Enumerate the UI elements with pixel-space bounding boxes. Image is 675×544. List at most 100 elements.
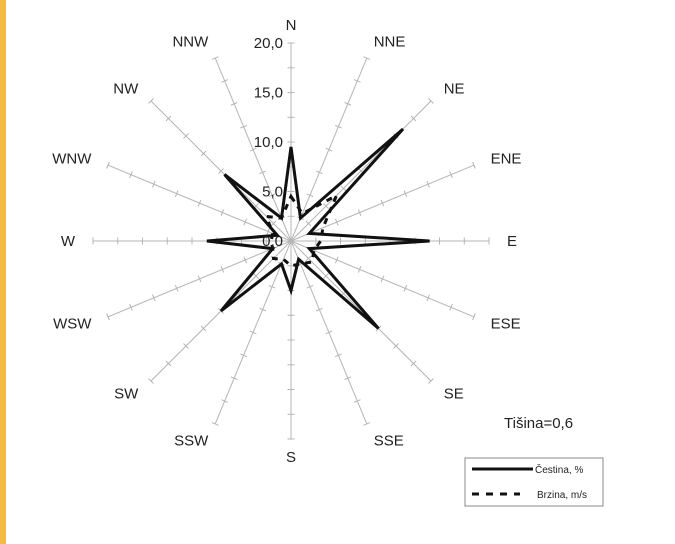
direction-label-nnw: NNW <box>172 33 209 50</box>
tick-mark <box>211 56 219 60</box>
tick-mark <box>106 313 110 321</box>
tick-mark <box>211 422 219 426</box>
calm-annotation: Tišina=0,6 <box>504 415 573 432</box>
tick-mark <box>363 56 371 60</box>
tick-mark <box>353 79 361 83</box>
tick-mark <box>152 180 156 188</box>
tick-mark <box>305 255 312 262</box>
radial-tick-label: 10,0 <box>254 134 283 151</box>
tick-mark <box>323 273 329 279</box>
radial-tick-label: 0,0 <box>262 233 283 250</box>
direction-label-se: SE <box>444 386 464 403</box>
tick-mark <box>306 284 314 289</box>
tick-mark <box>249 330 257 335</box>
direction-label-ne: NE <box>444 80 465 97</box>
tick-mark <box>316 307 323 312</box>
tick-mark <box>183 133 189 139</box>
tick-mark <box>340 185 347 192</box>
tick-mark <box>306 193 314 198</box>
tick-mark <box>403 284 408 292</box>
tick-mark <box>357 266 362 273</box>
tick-mark <box>221 79 229 83</box>
radial-tick-label: 20,0 <box>254 35 283 52</box>
left-accent-bar <box>0 0 6 544</box>
tick-mark <box>363 422 371 426</box>
tick-mark <box>220 209 225 216</box>
direction-label-e: E <box>507 233 517 250</box>
tick-mark <box>393 343 399 349</box>
radial-tick-label: 5,0 <box>262 184 283 201</box>
tick-mark <box>334 218 339 226</box>
tick-mark <box>230 102 238 106</box>
tick-mark <box>380 199 385 207</box>
tick-mark <box>353 399 361 403</box>
radial-ticks <box>92 42 490 440</box>
tick-mark <box>200 325 207 332</box>
direction-label-sw: SW <box>114 386 139 403</box>
tick-mark <box>410 360 417 367</box>
direction-label-ene: ENE <box>491 150 522 167</box>
tick-mark <box>253 273 259 279</box>
tick-mark <box>325 330 333 335</box>
tick-mark <box>243 218 248 226</box>
tick-mark <box>268 284 276 289</box>
tick-mark <box>218 168 224 174</box>
tick-mark <box>357 209 362 216</box>
tick-mark <box>268 193 276 198</box>
tick-mark <box>266 228 270 235</box>
legend: Čestina, % Brzina, m/s <box>464 457 604 507</box>
legend-box <box>464 457 604 507</box>
tick-mark <box>325 147 333 152</box>
tick-mark <box>240 124 248 129</box>
direction-label-n: N <box>286 17 297 34</box>
tick-mark <box>106 161 110 169</box>
legend-label-speed: Brzina, m/s <box>537 490 587 501</box>
tick-mark <box>270 220 277 227</box>
tick-mark <box>174 284 179 292</box>
legend-label-frequency: Čestina, % <box>535 463 583 476</box>
tick-mark <box>428 98 434 104</box>
tick-mark <box>428 378 434 384</box>
tick-mark <box>148 98 154 104</box>
tick-mark <box>472 161 476 169</box>
tick-mark <box>200 150 207 157</box>
tick-mark <box>449 303 453 311</box>
tick-mark <box>403 190 408 198</box>
direction-label-nne: NNE <box>374 33 406 50</box>
tick-mark <box>197 275 202 283</box>
tick-mark <box>305 220 312 227</box>
tick-mark <box>316 170 323 175</box>
direction-label-sse: SSE <box>374 433 404 450</box>
tick-mark <box>426 294 430 302</box>
tick-mark <box>183 343 189 349</box>
direction-label-w: W <box>61 233 76 250</box>
tick-mark <box>410 115 417 122</box>
tick-mark <box>221 399 229 403</box>
tick-mark <box>165 115 172 122</box>
radial-tick-labels: 0,0 5,0 10,0 15,0 20,0 <box>254 35 283 250</box>
direction-label-ssw: SSW <box>174 433 209 450</box>
tick-mark <box>259 307 266 312</box>
tick-mark <box>334 124 342 129</box>
tick-mark <box>129 303 133 311</box>
series-layer <box>206 127 430 330</box>
tick-mark <box>129 171 133 179</box>
tick-mark <box>152 294 156 302</box>
tick-mark <box>426 180 430 188</box>
direction-label-s: S <box>286 449 296 466</box>
tick-mark <box>344 102 352 106</box>
tick-mark <box>240 353 248 358</box>
series-frequency-polygon <box>206 127 430 330</box>
tick-mark <box>148 378 154 384</box>
direction-label-nw: NW <box>113 80 139 97</box>
tick-mark <box>197 199 202 207</box>
tick-mark <box>472 313 476 321</box>
tick-mark <box>243 256 248 264</box>
tick-mark <box>334 353 342 358</box>
radial-tick-label: 15,0 <box>254 85 283 102</box>
direction-label-wsw: WSW <box>53 316 92 333</box>
tick-mark <box>323 203 329 209</box>
tick-mark <box>259 170 266 175</box>
tick-mark <box>334 256 339 264</box>
